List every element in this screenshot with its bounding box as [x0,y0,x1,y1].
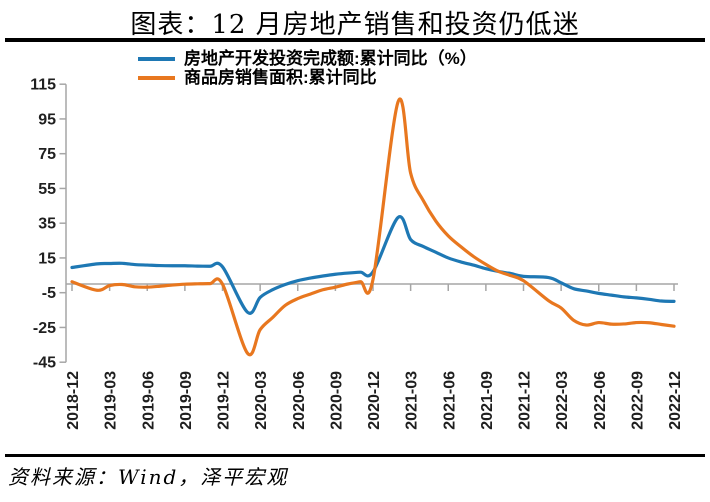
legend-swatch-investment-icon [138,56,175,61]
x-axis-tick-label: 2020-06 [291,371,308,430]
x-axis-tick-label: 2018-12 [65,371,82,430]
x-axis-tick-label: 2021-12 [517,371,534,430]
chart-title: 图表：12 月房地产销售和投资仍低迷 [130,10,580,40]
y-axis-tick-label: 95 [38,111,56,128]
y-axis-tick-label: -45 [33,355,56,372]
x-axis-tick-label: 2020-09 [328,371,345,430]
legend-swatch-sales-icon [138,75,175,80]
x-axis-tick-label: 2021-06 [441,371,458,430]
x-axis-tick-label: 2019-12 [216,371,233,430]
x-axis-tick-label: 2019-09 [178,371,195,430]
y-axis-tick-label: 35 [38,216,56,233]
x-axis-tick-label: 2019-06 [140,371,157,430]
x-axis-tick-label: 2021-09 [479,371,496,430]
legend-label-investment: 房地产开发投资完成额:累计同比（%） [184,49,477,68]
y-axis-tick-label: 75 [38,146,56,163]
x-axis-tick-label: 2020-03 [253,371,270,430]
y-axis-tick-label: 15 [38,250,56,267]
legend: 房地产开发投资完成额:累计同比（%） 商品房销售面积:累计同比 [138,49,477,87]
x-axis-tick-label: 2020-12 [366,371,383,430]
source-note: 资料来源：Wind，泽平宏观 [8,465,289,489]
x-axis-tick-label: 2022-03 [554,371,571,430]
x-axis-tick-label: 2022-12 [667,371,684,430]
series-line-investment [70,215,676,315]
x-axis-tick-label: 2022-09 [629,371,646,430]
y-axis-tick-label: 115 [30,77,56,94]
chart-canvas: 115 95 75 55 35 15 -5 -25 -45 2018-12 2019-03 2019-… [30,77,684,430]
legend-item-sales: 商品房销售面积:累计同比 [138,68,477,87]
legend-item-investment: 房地产开发投资完成额:累计同比（%） [138,49,477,68]
x-axis-tick-label: 2021-03 [404,371,421,430]
series-line-sales [70,97,676,357]
bottom-divider [5,454,705,457]
y-axis-tick-label: -25 [33,320,56,337]
x-axis-tick-label: 2019-03 [103,371,120,430]
x-axis-tick-label: 2022-06 [592,371,609,430]
y-axis-tick-label: 55 [38,181,56,198]
top-divider [5,38,705,42]
y-axis-tick-label: -5 [42,285,56,302]
legend-label-sales: 商品房销售面积:累计同比 [184,68,377,87]
